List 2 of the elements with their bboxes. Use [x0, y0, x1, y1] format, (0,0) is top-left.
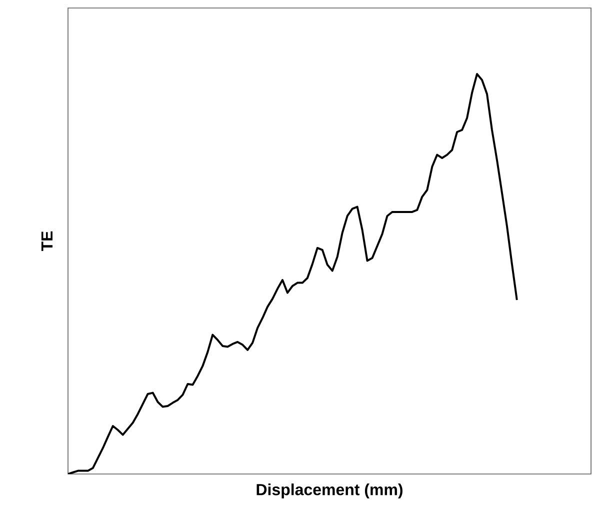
x-axis-title: Displacement (mm)	[256, 484, 402, 498]
y-axis-title: TE	[41, 231, 52, 252]
